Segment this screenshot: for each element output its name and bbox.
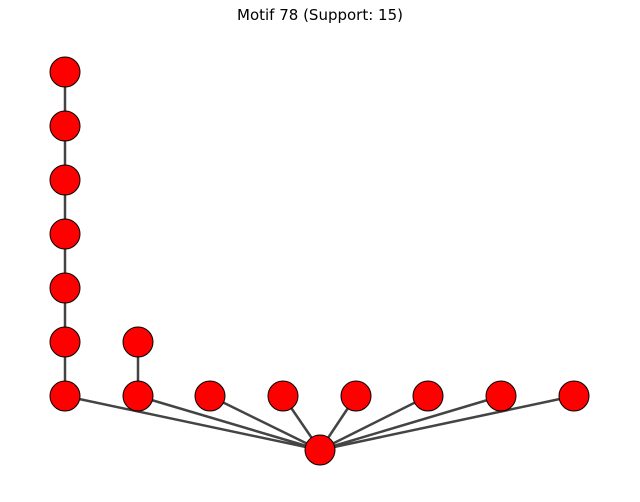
node-n14 bbox=[485, 380, 517, 412]
node-n1 bbox=[49, 56, 81, 88]
node-n15 bbox=[558, 380, 590, 412]
node-n11 bbox=[267, 380, 299, 412]
edge-n15-hub bbox=[319, 394, 575, 452]
node-n10 bbox=[194, 380, 226, 412]
edge-n14-hub bbox=[319, 394, 502, 452]
node-n6 bbox=[49, 326, 81, 358]
node-n2 bbox=[49, 110, 81, 142]
node-n3 bbox=[49, 164, 81, 196]
node-n12 bbox=[340, 380, 372, 412]
edge-n9-hub bbox=[137, 394, 321, 452]
edge-n13-hub bbox=[319, 394, 429, 452]
node-n4 bbox=[49, 218, 81, 250]
node-n8 bbox=[122, 326, 154, 358]
edge-n10-hub bbox=[209, 394, 321, 452]
node-hub bbox=[304, 434, 336, 466]
node-n9 bbox=[122, 380, 154, 412]
node-n5 bbox=[49, 272, 81, 304]
edge-n7-hub bbox=[64, 394, 321, 452]
node-n13 bbox=[412, 380, 444, 412]
node-n7 bbox=[49, 380, 81, 412]
nodes-layer bbox=[49, 56, 590, 466]
diagram-title: Motif 78 (Support: 15) bbox=[237, 6, 403, 24]
